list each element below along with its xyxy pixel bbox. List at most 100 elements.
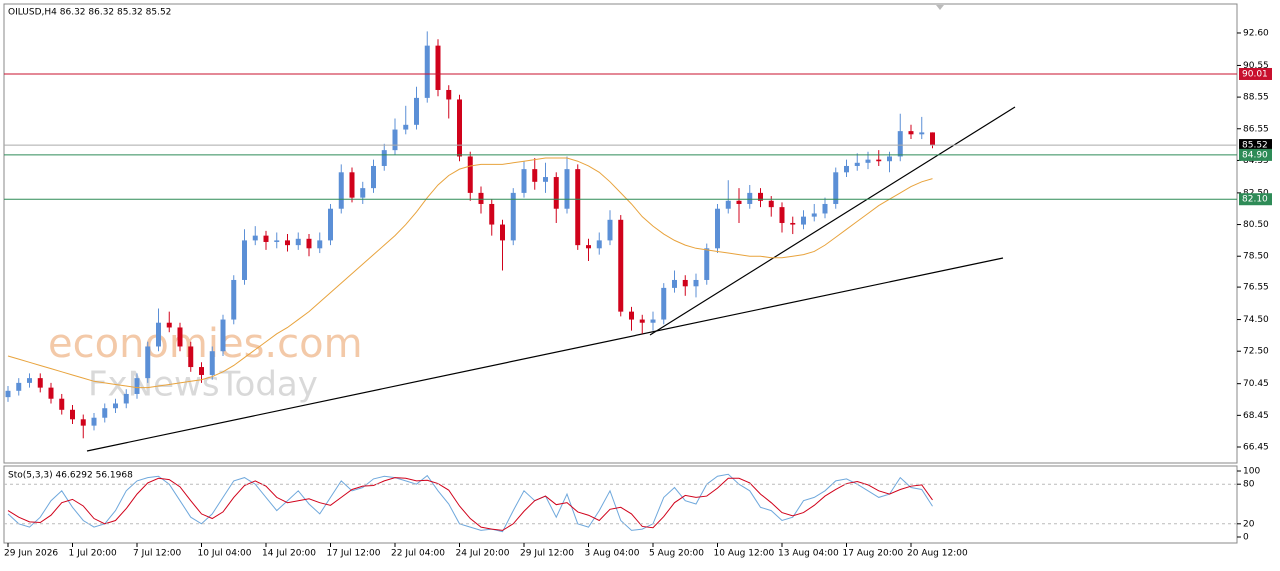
candle-body bbox=[865, 159, 871, 163]
candle-body bbox=[629, 311, 634, 320]
candle-body bbox=[801, 216, 806, 225]
marks bbox=[5, 31, 935, 533]
candle-body bbox=[833, 172, 839, 204]
candle-body bbox=[682, 279, 688, 287]
candle-body bbox=[37, 378, 43, 388]
x-tick-label: 7 Jul 12:00 bbox=[133, 549, 182, 559]
candle-body bbox=[715, 208, 720, 249]
candle-body bbox=[672, 279, 677, 288]
x-tick-label: 1 Jul 20:00 bbox=[69, 549, 118, 559]
watermark: economies.com bbox=[48, 321, 363, 367]
candle-body bbox=[166, 322, 172, 328]
candle-body bbox=[295, 238, 301, 246]
y-tick-label: 0 bbox=[1243, 533, 1249, 543]
candle-body bbox=[919, 132, 925, 135]
candle-body bbox=[113, 403, 118, 409]
candle-body bbox=[596, 240, 602, 249]
y-tick-label: 66.45 bbox=[1243, 443, 1269, 453]
candle-body bbox=[199, 367, 204, 375]
stoch-title: Sto(5,3,3) 46.6292 56.1968 bbox=[8, 471, 133, 481]
candle-body bbox=[102, 408, 108, 418]
candle-body bbox=[403, 124, 409, 130]
candle-body bbox=[328, 208, 333, 241]
x-tick-label: 13 Aug 04:00 bbox=[778, 549, 839, 559]
y-tick-label: 92.60 bbox=[1243, 28, 1269, 38]
candle-body bbox=[564, 169, 570, 209]
x-tick-label: 10 Jul 04:00 bbox=[198, 549, 252, 559]
candle-body bbox=[736, 200, 742, 204]
candle-body bbox=[371, 165, 376, 189]
price-label-box bbox=[1239, 148, 1272, 161]
candle-body bbox=[908, 131, 914, 135]
trendline bbox=[86, 257, 1004, 452]
candle-body bbox=[145, 346, 151, 379]
candle-body bbox=[521, 169, 527, 193]
candle-body bbox=[435, 45, 441, 90]
stochastic-line bbox=[7, 473, 933, 533]
x-tick-label: 5 Aug 20:00 bbox=[649, 549, 704, 559]
candle-body bbox=[231, 279, 237, 320]
candle-body bbox=[317, 240, 323, 249]
candle-body bbox=[392, 129, 398, 151]
y-tick-label: 80 bbox=[1243, 480, 1255, 490]
candle-body bbox=[779, 207, 785, 223]
candle-body bbox=[27, 378, 32, 383]
candle-body bbox=[80, 419, 86, 426]
candle-body bbox=[285, 240, 290, 246]
candle-body bbox=[543, 177, 548, 182]
x-tick-label: 29 Jun 2026 bbox=[4, 549, 58, 559]
candle-body bbox=[790, 222, 796, 225]
candle-body bbox=[618, 219, 624, 312]
y-tick-label: 100 bbox=[1243, 467, 1260, 477]
candle-body bbox=[306, 238, 312, 249]
candle-body bbox=[446, 89, 452, 100]
candle-body bbox=[48, 387, 54, 399]
x-tick-label: 17 Jul 12:00 bbox=[327, 549, 381, 559]
candle-body bbox=[188, 346, 194, 368]
candle-body bbox=[876, 159, 882, 162]
candle-body bbox=[70, 409, 75, 420]
y-tick-label: 80.50 bbox=[1243, 220, 1269, 230]
candle-body bbox=[360, 188, 366, 198]
candle-body bbox=[156, 322, 161, 347]
candle-body bbox=[274, 240, 280, 242]
candle-body bbox=[661, 287, 667, 320]
candle-body bbox=[123, 393, 129, 404]
x-tick-label: 14 Jul 20:00 bbox=[262, 549, 316, 559]
candle-body bbox=[242, 240, 247, 280]
trendline bbox=[649, 106, 1016, 336]
candle-body bbox=[424, 45, 430, 98]
candle-body bbox=[220, 319, 226, 352]
candle-body bbox=[607, 219, 613, 241]
candle-body bbox=[381, 150, 387, 166]
price-label-box bbox=[1239, 139, 1272, 152]
candle-body bbox=[263, 235, 269, 242]
candle-body bbox=[822, 203, 828, 214]
candle-body bbox=[532, 169, 538, 182]
candle-body bbox=[747, 192, 753, 204]
candle-body bbox=[768, 200, 774, 208]
candle-body bbox=[639, 319, 645, 323]
candle-body bbox=[59, 398, 65, 410]
candle-body bbox=[854, 162, 860, 166]
main-frame bbox=[3, 3, 1238, 464]
candle-body bbox=[489, 203, 495, 225]
x-tick-label: 20 Aug 12:00 bbox=[907, 549, 968, 559]
price-label: 85.52 bbox=[1242, 141, 1268, 151]
candle-body bbox=[897, 131, 903, 157]
y-tick-label: 90.55 bbox=[1243, 61, 1269, 71]
candle-body bbox=[887, 156, 892, 162]
x-tick-label: 24 Jul 20:00 bbox=[456, 549, 510, 559]
y-tick-label: 20 bbox=[1243, 519, 1255, 529]
price-label: 82.10 bbox=[1242, 195, 1268, 205]
candle-body bbox=[252, 235, 258, 241]
candle-body bbox=[414, 97, 419, 125]
candle-body bbox=[457, 99, 462, 157]
candle-body bbox=[758, 192, 763, 201]
candle-body bbox=[650, 319, 656, 323]
candle-body bbox=[553, 177, 559, 209]
y-tick-label: 72.50 bbox=[1243, 347, 1269, 357]
candle-body bbox=[209, 351, 215, 375]
